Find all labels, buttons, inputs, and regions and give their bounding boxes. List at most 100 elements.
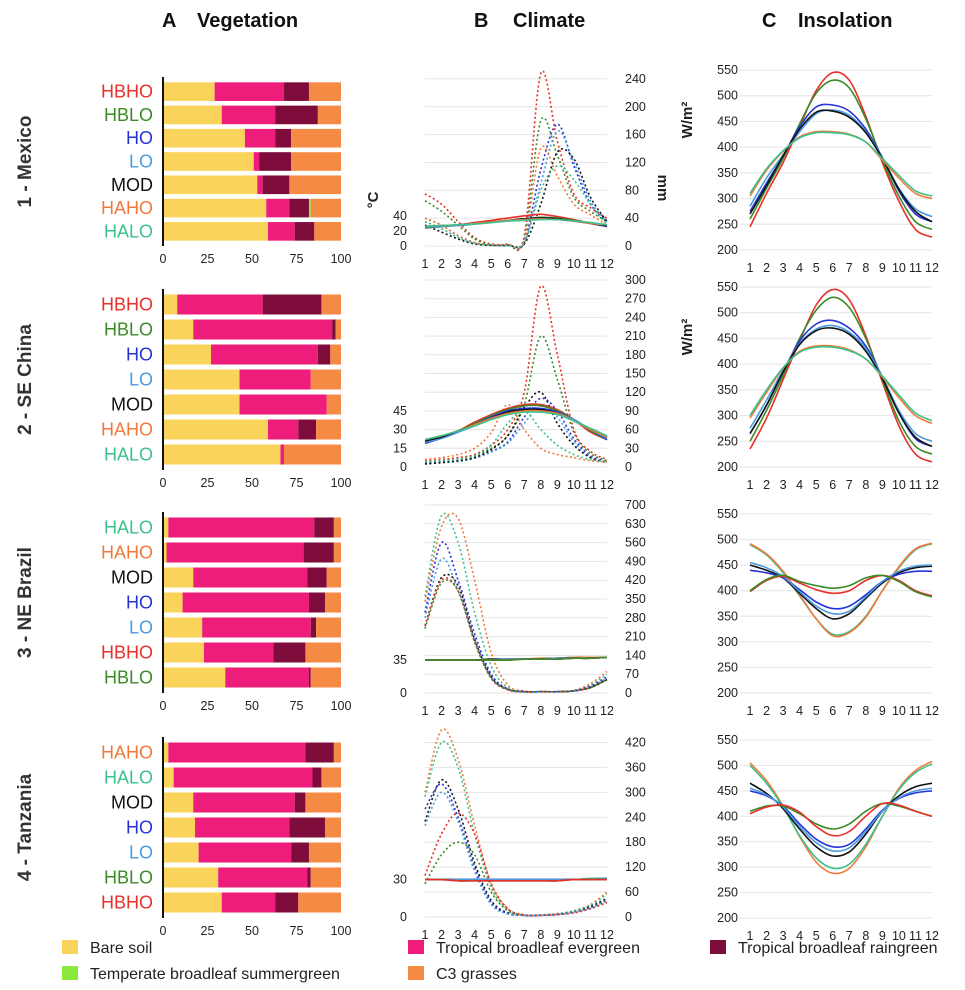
insolation-line bbox=[749, 542, 933, 638]
bar-segment bbox=[168, 517, 315, 538]
right-tick-label: 140 bbox=[625, 648, 646, 662]
x-tick-label: 1 bbox=[747, 478, 754, 492]
x-tick-label: 25 bbox=[201, 699, 215, 713]
y-tick-label: 450 bbox=[717, 114, 738, 128]
bar-segment bbox=[294, 222, 315, 241]
bar-segment bbox=[163, 667, 226, 688]
category-label: HBHO bbox=[101, 893, 153, 913]
x-tick-label: 8 bbox=[537, 704, 544, 718]
bar-segment bbox=[321, 767, 341, 788]
x-tick-label: 50 bbox=[245, 699, 259, 713]
x-tick-label: 4 bbox=[471, 478, 478, 492]
right-tick-label: 420 bbox=[625, 573, 646, 587]
x-tick-label: 100 bbox=[331, 924, 352, 938]
x-tick-label: 12 bbox=[600, 704, 614, 718]
column-letter-b: B bbox=[474, 10, 488, 32]
x-tick-label: 25 bbox=[201, 924, 215, 938]
x-tick-label: 7 bbox=[846, 261, 853, 275]
category-label: HAHO bbox=[101, 543, 153, 563]
category-label: HAHO bbox=[101, 198, 153, 218]
legend-label: C3 grasses bbox=[436, 966, 517, 983]
bar-segment bbox=[324, 817, 341, 838]
x-tick-label: 1 bbox=[747, 929, 754, 943]
bar-segment bbox=[305, 742, 334, 763]
x-tick-label: 5 bbox=[488, 928, 495, 942]
x-tick-label: 9 bbox=[879, 704, 886, 718]
bar-segment bbox=[303, 542, 334, 563]
y-tick-label: 500 bbox=[717, 533, 738, 547]
x-tick-label: 11 bbox=[909, 478, 922, 492]
right-tick-label: 0 bbox=[625, 460, 632, 474]
precipitation-line bbox=[424, 783, 608, 917]
category-label: HBLO bbox=[104, 320, 153, 340]
insolation-line bbox=[749, 542, 933, 636]
right-tick-label: 40 bbox=[625, 211, 639, 225]
category-label: MOD bbox=[111, 568, 153, 588]
left-tick-label: 0 bbox=[400, 460, 407, 474]
x-tick-label: 8 bbox=[537, 257, 544, 271]
bar-segment bbox=[163, 542, 167, 563]
x-tick-label: 10 bbox=[567, 704, 581, 718]
bar-segment bbox=[307, 567, 327, 588]
right-tick-label: 80 bbox=[625, 183, 639, 197]
category-label: HBHO bbox=[101, 643, 153, 663]
x-tick-label: 10 bbox=[892, 478, 906, 492]
bar-segment bbox=[253, 152, 260, 171]
right-tick-label: 0 bbox=[625, 686, 632, 700]
x-tick-label: 2 bbox=[438, 257, 445, 271]
x-tick-label: 8 bbox=[862, 478, 869, 492]
right-tick-label: 270 bbox=[625, 292, 646, 306]
x-tick-label: 10 bbox=[567, 928, 581, 942]
insolation-line bbox=[749, 324, 933, 443]
bar-segment bbox=[259, 152, 292, 171]
column-title-insolation: Insolation bbox=[798, 10, 892, 32]
row-title: 4 - Tanzania bbox=[15, 773, 36, 881]
x-tick-label: 5 bbox=[488, 704, 495, 718]
x-tick-label: 2 bbox=[438, 478, 445, 492]
category-label: HBLO bbox=[104, 668, 153, 688]
y-tick-label: 300 bbox=[717, 860, 738, 874]
right-tick-label: 240 bbox=[625, 310, 646, 324]
precipitation-line bbox=[424, 130, 608, 250]
y-tick-label: 250 bbox=[717, 434, 738, 448]
bar-segment bbox=[284, 444, 341, 465]
bar-segment bbox=[195, 817, 290, 838]
vegetation-chart-4: 4 - Tanzania HAHO HALO MOD HO LO HBLO HBHO 0 25 50… bbox=[15, 737, 351, 938]
category-label: HALO bbox=[104, 221, 153, 241]
x-tick-label: 10 bbox=[567, 478, 581, 492]
right-tick-label: 150 bbox=[625, 367, 646, 381]
right-unit-label: mm bbox=[654, 175, 671, 202]
bar-segment bbox=[305, 792, 341, 813]
bar-segment bbox=[312, 767, 322, 788]
bar-segment bbox=[163, 222, 269, 241]
x-tick-label: 3 bbox=[780, 261, 787, 275]
x-tick-label: 0 bbox=[160, 924, 167, 938]
bar-segment bbox=[291, 152, 341, 171]
temperature-line bbox=[424, 411, 608, 441]
right-tick-label: 120 bbox=[625, 155, 646, 169]
bar-segment bbox=[298, 892, 341, 913]
bar-segment bbox=[333, 542, 341, 563]
bar-segment bbox=[308, 82, 341, 101]
x-tick-label: 7 bbox=[846, 929, 853, 943]
x-tick-label: 3 bbox=[780, 704, 787, 718]
y-tick-label: 350 bbox=[717, 835, 738, 849]
x-tick-label: 50 bbox=[245, 476, 259, 490]
bar-segment bbox=[268, 222, 295, 241]
category-label: HAHO bbox=[101, 420, 153, 440]
bar-segment bbox=[163, 892, 222, 913]
right-tick-label: 300 bbox=[625, 785, 646, 799]
bar-segment bbox=[333, 742, 341, 763]
y-tick-label: 500 bbox=[717, 89, 738, 103]
column-title-vegetation: Vegetation bbox=[197, 10, 298, 32]
y-axis-label: W/m² bbox=[679, 102, 696, 139]
x-tick-label: 4 bbox=[471, 928, 478, 942]
x-tick-label: 75 bbox=[290, 699, 304, 713]
insolation-line bbox=[749, 802, 933, 830]
bar-segment bbox=[291, 128, 341, 148]
bar-segment bbox=[307, 867, 311, 888]
bar-segment bbox=[314, 517, 334, 538]
